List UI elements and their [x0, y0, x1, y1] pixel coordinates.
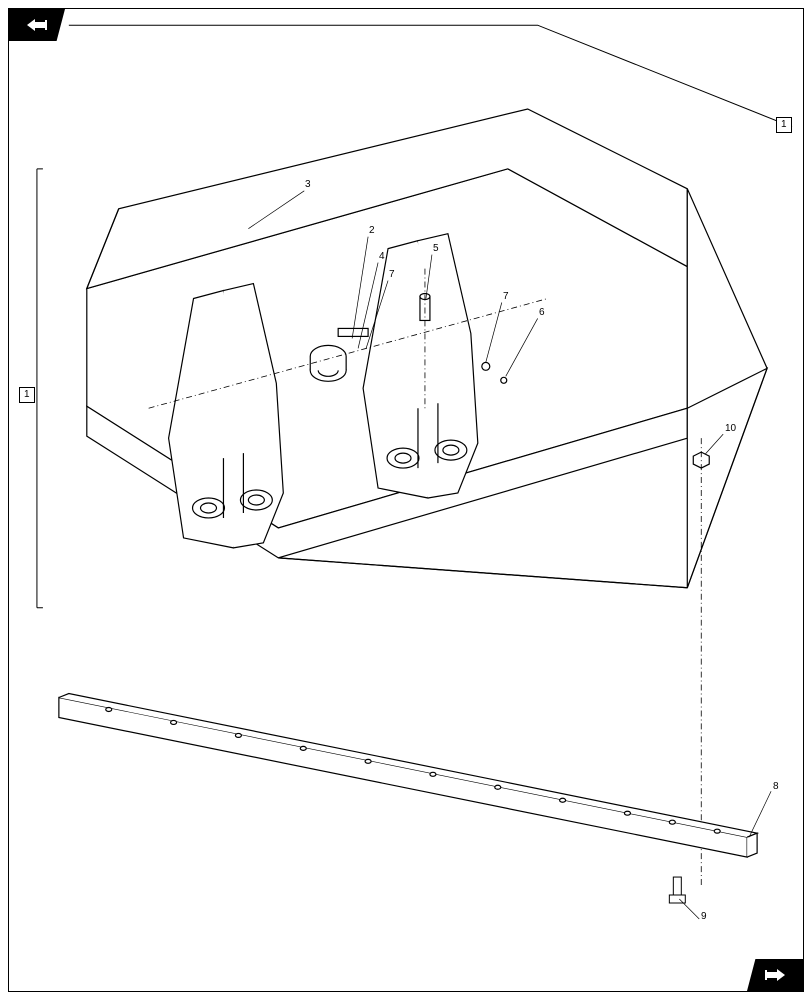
callout-5: 5	[433, 243, 439, 254]
callout-9: 9	[701, 911, 707, 922]
callout-4: 4	[379, 251, 385, 262]
bucket-assembly	[87, 109, 767, 588]
callout-1-box: 1	[776, 117, 792, 133]
callout-1b-box: 1	[19, 387, 35, 403]
callout-1b-label: 1	[24, 389, 30, 400]
callout-1-label: 1	[781, 119, 787, 130]
callout-8: 8	[773, 781, 779, 792]
callout-3: 3	[305, 179, 311, 190]
bushing	[310, 345, 346, 381]
callout-10: 10	[725, 423, 736, 434]
diagram-svg	[9, 9, 803, 991]
callout-2: 2	[369, 225, 375, 236]
callout-6: 6	[539, 307, 545, 318]
bolt-9	[669, 877, 685, 903]
callout-7b: 7	[389, 269, 395, 280]
cutting-edge-blade	[59, 694, 757, 858]
callout-7: 7	[503, 291, 509, 302]
diagram-frame: 1 1 2 3 4 5 6 7 7 8 9 10	[8, 8, 804, 992]
